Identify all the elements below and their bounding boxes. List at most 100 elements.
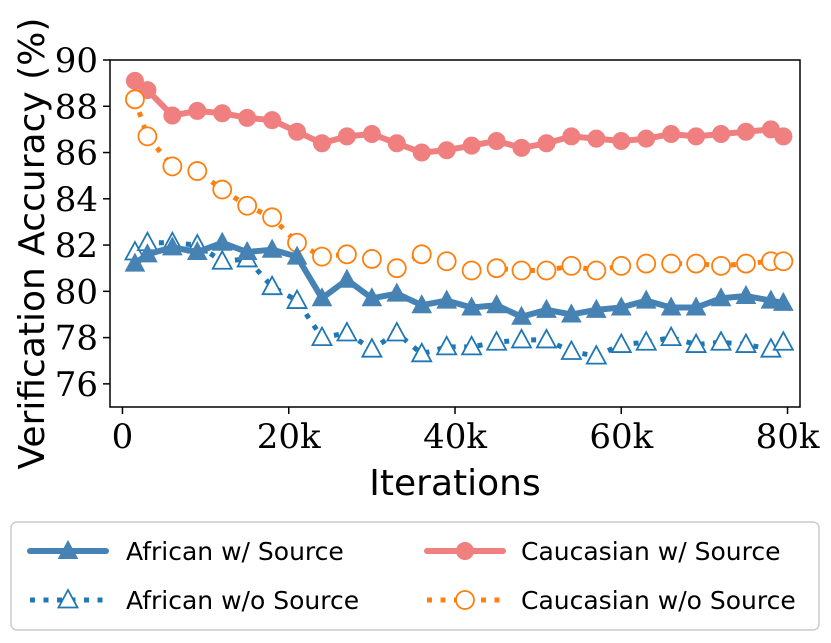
data-point — [437, 141, 456, 160]
data-point — [286, 245, 308, 265]
data-point — [485, 330, 508, 351]
legend: African w/ Source African w/o Source Cauca… — [10, 521, 820, 631]
data-point — [188, 101, 207, 120]
y-tick-label: 80 — [55, 272, 98, 312]
data-point — [511, 260, 532, 281]
data-point — [261, 274, 284, 296]
data-point — [213, 104, 232, 123]
data-point — [587, 129, 606, 148]
x-tick-label: 60k — [589, 417, 653, 457]
legend-label: Caucasian w/o Source — [521, 586, 796, 615]
data-point — [461, 296, 482, 316]
data-point — [735, 284, 757, 304]
data-point — [137, 243, 158, 263]
data-point — [436, 251, 457, 272]
x-tick-label: 20k — [257, 417, 321, 457]
x-tick-label: 0 — [112, 417, 134, 457]
legend-marker — [455, 590, 475, 610]
y-axis: 76 78 80 82 84 86 88 90 — [55, 41, 110, 405]
data-point — [736, 122, 755, 141]
series-layer — [123, 71, 795, 365]
plot-area — [109, 59, 801, 408]
data-point — [711, 255, 731, 276]
data-point — [760, 289, 782, 309]
data-point — [536, 298, 557, 318]
data-point — [660, 296, 682, 316]
data-point — [124, 252, 146, 272]
series-african-w-o-source — [123, 230, 795, 365]
data-point — [561, 255, 582, 276]
data-point — [460, 334, 483, 356]
data-point — [612, 131, 631, 150]
data-point — [486, 258, 507, 279]
data-point — [585, 298, 607, 318]
data-point — [734, 332, 757, 353]
series-line — [131, 239, 787, 320]
data-point — [412, 143, 431, 162]
data-point — [286, 288, 309, 309]
legend-label: Caucasian w/ Source — [521, 537, 780, 566]
data-point — [536, 260, 557, 281]
data-point — [562, 127, 581, 146]
data-point — [238, 108, 257, 127]
series-line — [132, 98, 784, 274]
data-point — [436, 289, 458, 309]
data-point — [261, 238, 283, 258]
y-tick-label: 84 — [55, 180, 98, 220]
data-point — [411, 244, 432, 265]
legend-marker — [56, 588, 80, 609]
data-point — [125, 89, 145, 110]
data-point — [386, 258, 407, 279]
data-point — [137, 126, 158, 147]
series-caucasian-w-source — [125, 71, 793, 162]
y-axis-title: Verification Accuracy (%) — [12, 18, 53, 470]
data-point — [163, 106, 182, 125]
data-point — [337, 127, 356, 146]
data-point — [512, 138, 531, 157]
data-point — [236, 240, 258, 261]
data-point — [411, 294, 433, 314]
series-caucasian-w-o-source — [125, 89, 794, 281]
legend-item-african-w-source: African w/ Source — [27, 537, 344, 566]
legend-item-caucasian-w-o-source: Caucasian w/o Source — [427, 586, 796, 615]
data-point — [288, 122, 307, 141]
data-point — [410, 341, 433, 363]
x-tick-label: 40k — [423, 417, 487, 457]
data-point — [310, 325, 334, 347]
data-point — [511, 305, 532, 325]
data-point — [610, 296, 632, 316]
data-point — [611, 255, 632, 276]
data-point — [660, 325, 683, 347]
data-point — [186, 240, 208, 261]
data-point — [435, 334, 458, 356]
data-point — [237, 195, 258, 216]
data-point — [585, 344, 608, 365]
legend-box — [10, 521, 820, 631]
data-point — [710, 330, 733, 351]
legend-marker — [57, 539, 79, 559]
data-point — [187, 161, 208, 181]
data-point — [687, 127, 706, 146]
data-point — [263, 111, 282, 130]
data-point — [162, 156, 183, 177]
data-point — [386, 282, 408, 302]
y-tick-label: 90 — [55, 41, 98, 81]
legend-marker — [456, 542, 474, 560]
data-point — [685, 332, 708, 353]
data-point — [635, 289, 657, 309]
legend-label: African w/o Source — [126, 586, 359, 615]
data-point — [586, 260, 607, 281]
data-point — [361, 287, 383, 307]
series-line — [133, 240, 785, 359]
data-point — [537, 134, 556, 153]
data-point — [561, 303, 582, 323]
data-point — [211, 249, 234, 270]
y-tick-label: 86 — [55, 134, 98, 174]
y-tick-label: 78 — [55, 319, 98, 359]
y-tick-label: 82 — [55, 226, 98, 266]
data-point — [487, 131, 506, 150]
data-point — [486, 294, 507, 314]
data-point — [361, 249, 382, 269]
data-point — [712, 125, 731, 144]
data-point — [710, 287, 732, 307]
